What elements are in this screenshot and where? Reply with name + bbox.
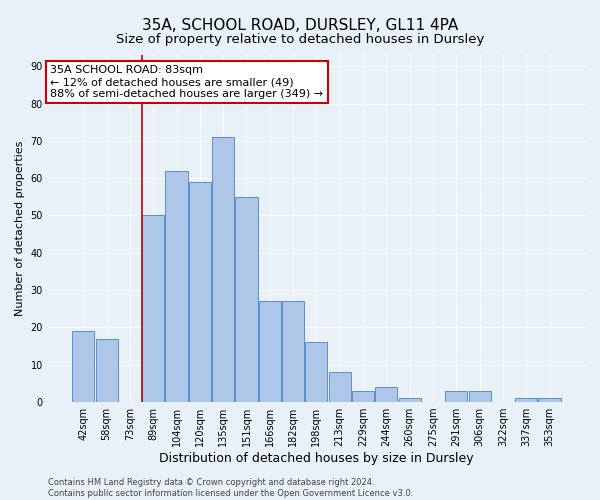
Text: Size of property relative to detached houses in Dursley: Size of property relative to detached ho…: [116, 32, 484, 46]
Bar: [142, 216, 164, 402]
Bar: [375, 387, 397, 402]
Y-axis label: Number of detached properties: Number of detached properties: [15, 141, 25, 316]
Bar: [398, 398, 421, 402]
Bar: [189, 182, 211, 402]
Bar: [72, 331, 94, 402]
Text: Contains HM Land Registry data © Crown copyright and database right 2024.
Contai: Contains HM Land Registry data © Crown c…: [48, 478, 413, 498]
Bar: [95, 338, 118, 402]
Bar: [305, 342, 328, 402]
Bar: [538, 398, 560, 402]
Bar: [235, 197, 257, 402]
Bar: [445, 391, 467, 402]
Bar: [515, 398, 537, 402]
Text: 35A SCHOOL ROAD: 83sqm
← 12% of detached houses are smaller (49)
88% of semi-det: 35A SCHOOL ROAD: 83sqm ← 12% of detached…: [50, 66, 323, 98]
Bar: [282, 302, 304, 402]
Bar: [469, 391, 491, 402]
Bar: [329, 372, 351, 402]
Bar: [166, 170, 188, 402]
X-axis label: Distribution of detached houses by size in Dursley: Distribution of detached houses by size …: [159, 452, 474, 465]
Bar: [352, 391, 374, 402]
Bar: [212, 137, 234, 402]
Text: 35A, SCHOOL ROAD, DURSLEY, GL11 4PA: 35A, SCHOOL ROAD, DURSLEY, GL11 4PA: [142, 18, 458, 32]
Bar: [259, 302, 281, 402]
